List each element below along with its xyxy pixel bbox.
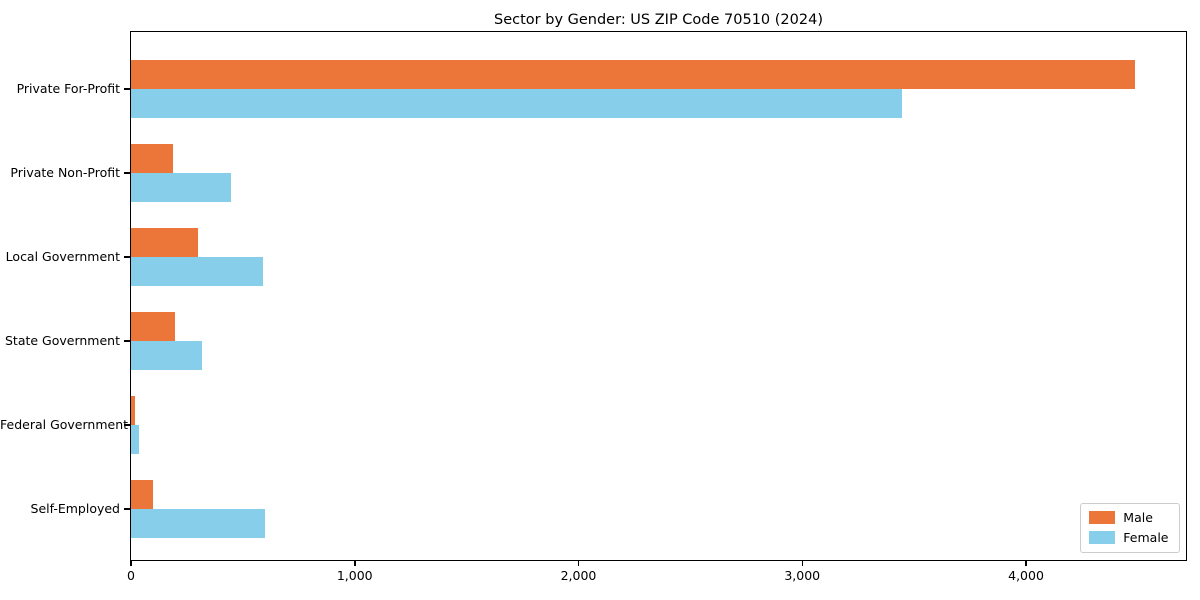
x-tick-3000: [801, 560, 803, 566]
bar-male-federal-government: [130, 395, 135, 425]
x-tick-label-4000: 4,000: [1008, 568, 1044, 583]
chart-title: Sector by Gender: US ZIP Code 70510 (202…: [494, 12, 823, 28]
legend-item-male: Male: [1089, 509, 1168, 525]
legend-label-male: Male: [1123, 509, 1153, 525]
legend-label-female: Female: [1123, 529, 1169, 545]
x-tick-4000: [1025, 560, 1027, 566]
x-tick-label-2000: 2,000: [560, 568, 597, 583]
legend: Male Female: [1080, 502, 1180, 553]
plot-area: Male Female: [129, 30, 1187, 561]
bar-male-private-non-profit: [130, 143, 173, 173]
bar-male-private-for-profit: [130, 59, 1136, 89]
y-tick-self-employed: [124, 508, 130, 510]
bar-female-self-employed: [130, 508, 265, 538]
bar-female-local-government: [130, 256, 263, 286]
x-tick-label-0: 0: [127, 568, 135, 583]
x-tick-label-1000: 1,000: [336, 568, 373, 583]
y-tick-label-private-for-profit: Private For-Profit: [16, 81, 120, 96]
bar-male-self-employed: [130, 479, 153, 509]
y-tick-private-for-profit: [124, 88, 130, 90]
x-tick-label-3000: 3,000: [784, 568, 821, 583]
bar-female-private-non-profit: [130, 172, 232, 202]
y-tick-federal-government: [124, 424, 130, 426]
bar-female-federal-government: [130, 424, 140, 454]
y-tick-private-non-profit: [124, 172, 130, 174]
bar-male-state-government: [130, 311, 176, 341]
legend-item-female: Female: [1089, 529, 1169, 545]
y-tick-label-private-non-profit: Private Non-Profit: [10, 165, 120, 180]
y-tick-local-government: [124, 256, 130, 258]
y-tick-label-state-government: State Government: [4, 333, 120, 348]
y-tick-label-local-government: Local Government: [5, 249, 120, 264]
bar-male-local-government: [130, 227, 198, 257]
y-tick-state-government: [124, 340, 130, 342]
y-tick-label-self-employed: Self-Employed: [30, 501, 120, 516]
x-tick-2000: [577, 560, 580, 566]
x-tick-1000: [354, 560, 356, 566]
bar-female-private-for-profit: [130, 88, 903, 118]
bar-female-state-government: [130, 340, 203, 370]
legend-swatch-female: [1089, 531, 1116, 544]
x-tick-0: [130, 560, 132, 566]
legend-swatch-male: [1089, 511, 1116, 524]
y-tick-label-federal-government: Federal Government: [0, 417, 129, 432]
